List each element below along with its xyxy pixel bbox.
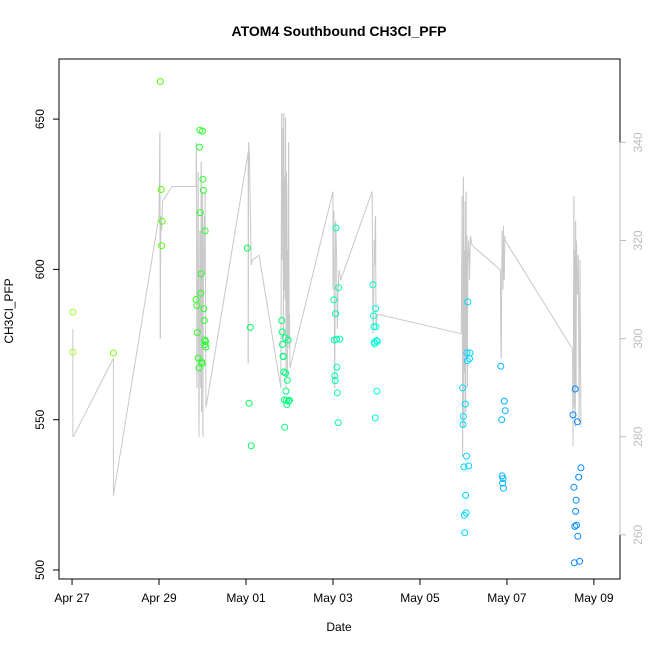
secondary-line-segment: [205, 192, 206, 339]
secondary-line-segment: [202, 216, 203, 412]
y-tick-label: 550: [33, 409, 47, 429]
y2-tick-label: 280: [631, 426, 645, 446]
y-tick-label: 500: [33, 560, 47, 580]
y2-tick-label: 260: [631, 525, 645, 545]
secondary-line-segment: [502, 231, 503, 275]
secondary-line-segment: [573, 324, 574, 447]
secondary-line-segment: [373, 285, 374, 324]
secondary-line-segment: [160, 216, 161, 339]
x-tick-label: Apr 27: [54, 591, 90, 605]
x-tick-label: May 05: [400, 591, 440, 605]
y-tick-label: 650: [33, 109, 47, 129]
x-tick-label: Apr 29: [141, 591, 177, 605]
y-tick-label: 600: [33, 259, 47, 279]
secondary-line-segment: [199, 339, 200, 437]
y2-tick-label: 300: [631, 328, 645, 348]
y2-tick-label: 340: [631, 132, 645, 152]
y-axis-title: CH3Cl_PFP: [2, 278, 16, 343]
x-tick-label: May 09: [574, 591, 614, 605]
x-tick-label: May 01: [226, 591, 266, 605]
x-tick-label: May 03: [313, 591, 353, 605]
secondary-line-segment: [286, 172, 287, 192]
y2-tick-label: 320: [631, 230, 645, 250]
x-tick-label: May 07: [487, 591, 527, 605]
secondary-line-segment: [375, 221, 376, 265]
secondary-line-segment: [504, 236, 505, 280]
x-axis-title: Date: [326, 620, 352, 634]
chart-title: ATOM4 Southbound CH3Cl_PFP: [232, 23, 447, 39]
